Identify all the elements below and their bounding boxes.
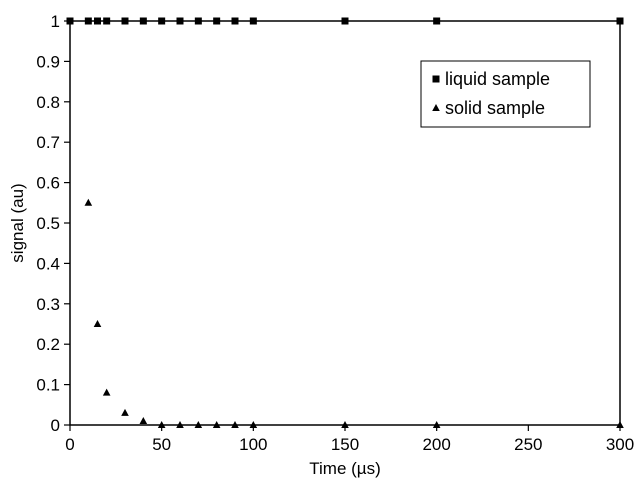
data-point-triangle — [231, 421, 239, 428]
y-tick-label: 0.1 — [36, 376, 60, 395]
data-point-square — [94, 17, 101, 25]
data-markers — [66, 17, 624, 428]
data-point-triangle — [341, 421, 349, 428]
data-point-triangle — [102, 388, 111, 396]
data-point-square — [249, 17, 257, 25]
data-point-square — [84, 17, 92, 25]
y-axis-title: signal (au) — [8, 183, 27, 262]
data-point-square — [213, 17, 221, 25]
data-point-triangle — [84, 198, 93, 206]
data-point-triangle — [616, 421, 624, 428]
x-tick-label: 100 — [239, 435, 267, 454]
data-point-triangle — [432, 421, 441, 428]
data-point-square — [194, 17, 202, 25]
legend-label: liquid sample — [445, 69, 550, 89]
series-solid-sample — [84, 198, 624, 428]
legend: liquid sample solid sample — [420, 60, 591, 128]
data-point-triangle — [93, 320, 102, 327]
x-axis-ticks: 0 50 100 150 200 250 300 — [65, 425, 634, 454]
y-tick-label: 0.5 — [36, 214, 60, 233]
legend-label: solid sample — [445, 98, 545, 118]
y-tick-label: 1 — [51, 12, 60, 31]
y-tick-label: 0 — [51, 416, 60, 435]
y-axis-ticks: 0 0.1 0.2 0.3 0.4 0.5 0.6 0.7 0.8 0.9 1 — [36, 12, 70, 435]
data-point-square — [616, 17, 624, 25]
data-point-square — [158, 17, 166, 25]
x-tick-label: 200 — [422, 435, 450, 454]
x-tick-label: 150 — [331, 435, 359, 454]
x-tick-label: 0 — [65, 435, 74, 454]
y-tick-label: 0.4 — [36, 254, 60, 273]
legend-box — [420, 60, 591, 128]
data-point-triangle — [194, 421, 203, 428]
data-point-square — [433, 17, 441, 25]
data-point-square — [139, 17, 147, 25]
data-point-triangle — [139, 416, 148, 424]
data-point-square — [176, 17, 184, 25]
y-tick-label: 0.2 — [36, 335, 60, 354]
data-point-triangle — [157, 421, 166, 428]
x-tick-label: 250 — [514, 435, 542, 454]
y-tick-label: 0.3 — [36, 295, 60, 314]
data-point-triangle — [176, 421, 184, 428]
series-liquid-sample — [66, 17, 624, 25]
x-tick-label: 300 — [606, 435, 634, 454]
legend-marker — [432, 75, 440, 83]
data-point-square — [121, 17, 129, 25]
legend-marker — [432, 104, 440, 111]
x-tick-label: 50 — [152, 435, 171, 454]
data-point-square — [341, 17, 349, 25]
x-axis-title: Time (µs) — [309, 459, 381, 478]
data-point-triangle — [212, 421, 221, 428]
y-tick-label: 0.8 — [36, 93, 60, 112]
y-tick-label: 0.9 — [36, 52, 60, 71]
y-tick-label: 0.6 — [36, 174, 60, 193]
y-tick-label: 0.7 — [36, 133, 60, 152]
data-point-square — [66, 17, 74, 25]
data-point-square — [231, 17, 239, 25]
data-point-triangle — [121, 408, 129, 416]
data-point-triangle — [249, 421, 258, 428]
data-point-square — [103, 17, 111, 25]
